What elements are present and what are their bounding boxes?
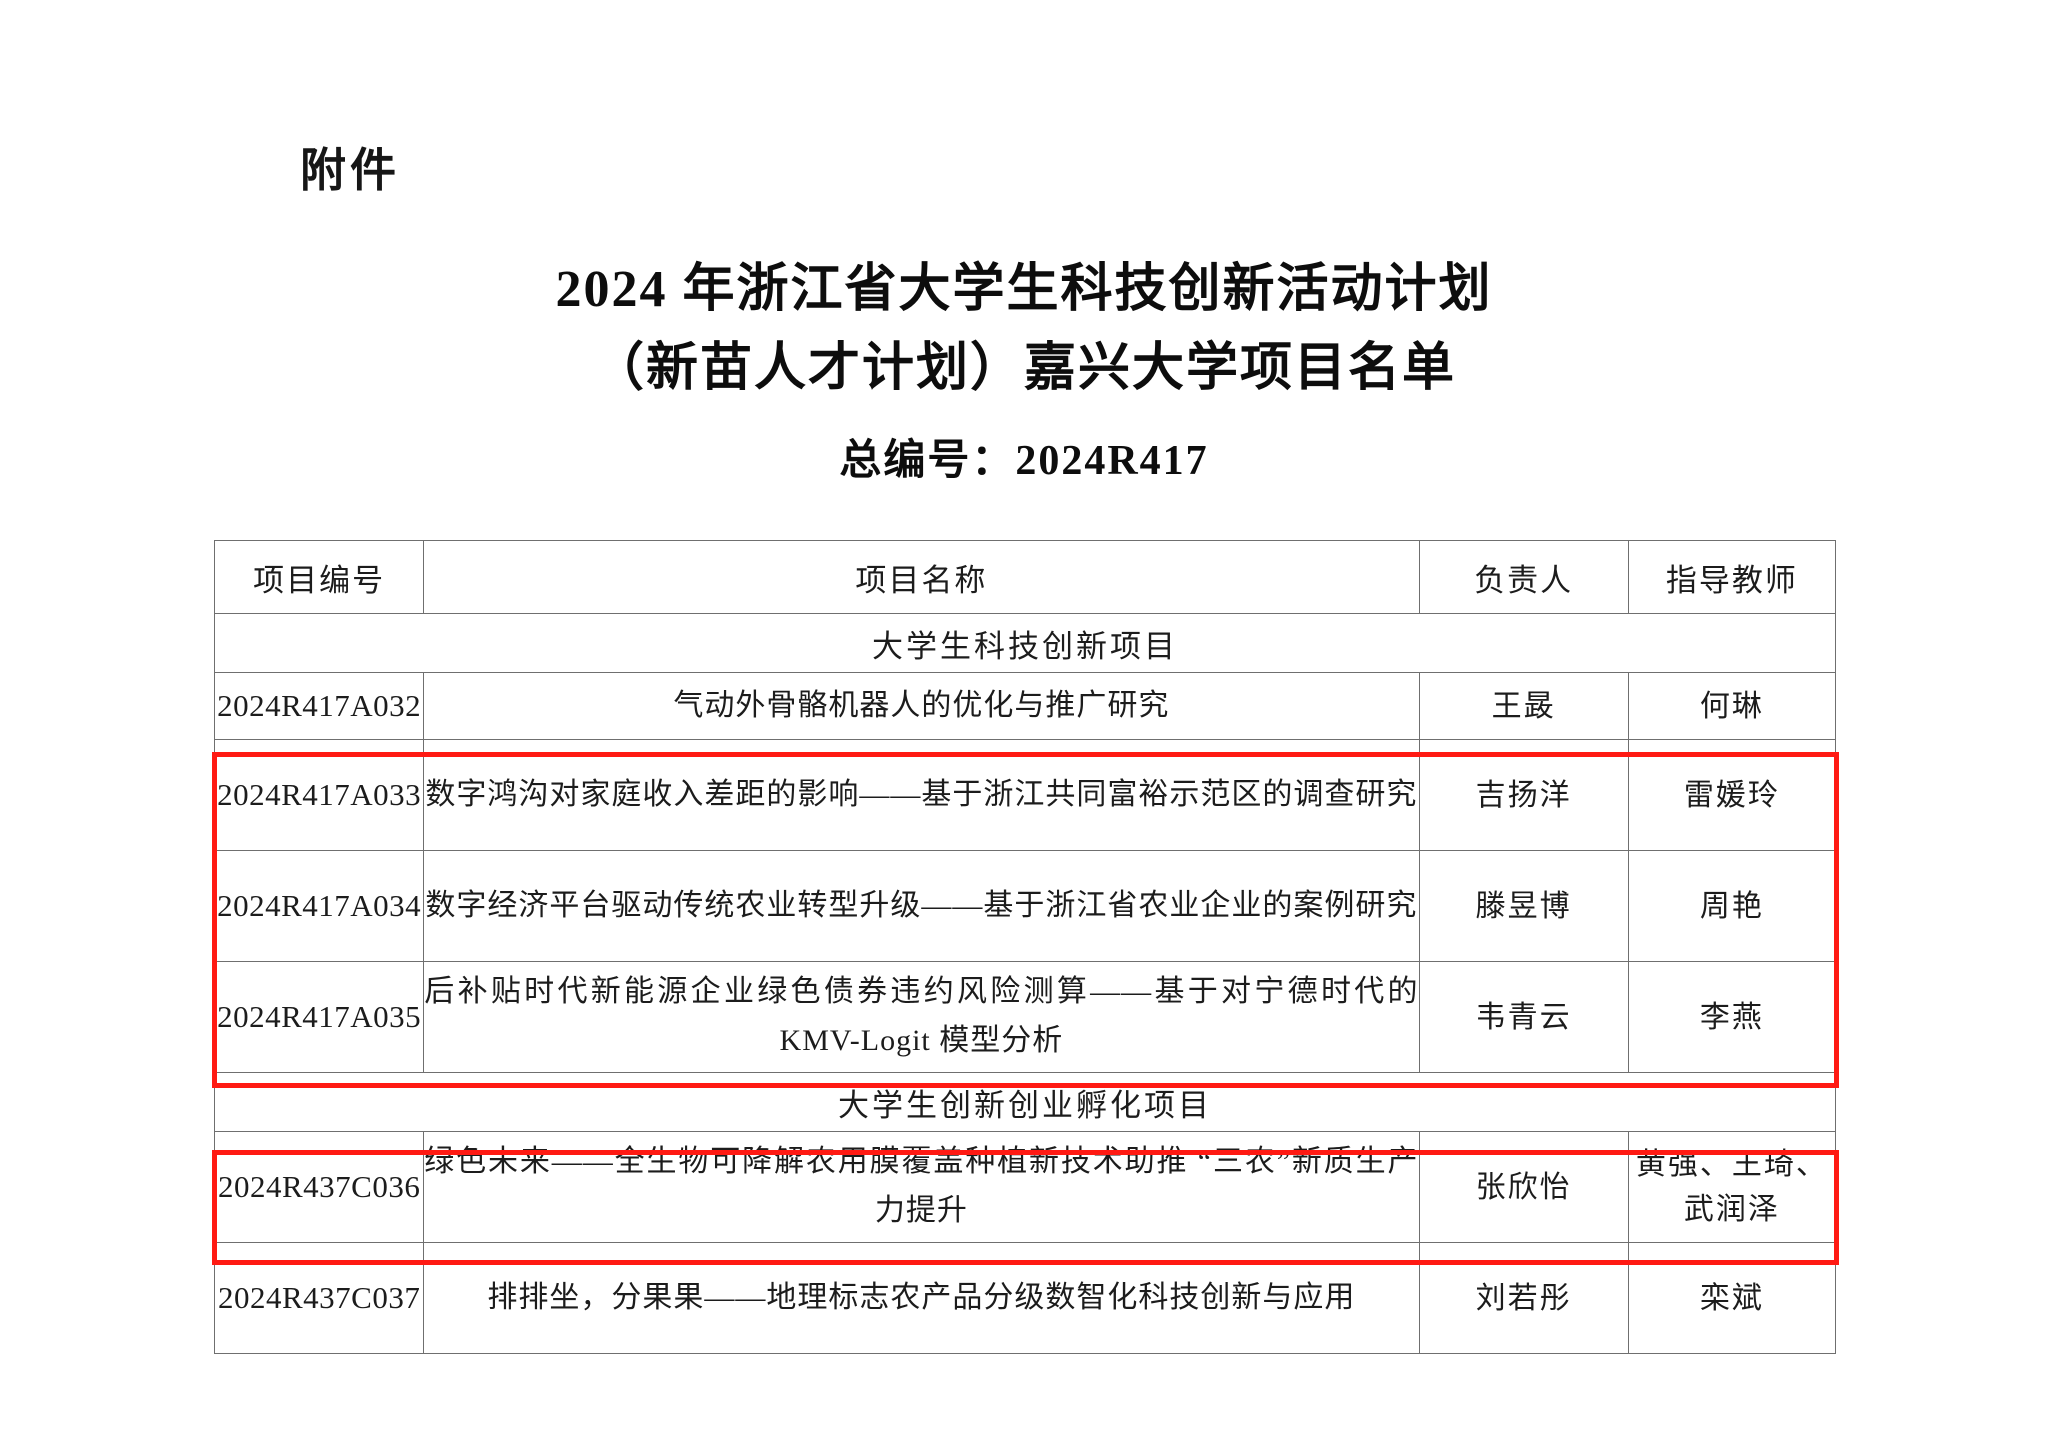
- cell-project-code: 2024R437C036: [213, 1131, 425, 1243]
- cell-leader: 吉扬洋: [1418, 739, 1629, 851]
- section-header-row: 大学生科技创新项目: [214, 613, 1836, 673]
- column-header-tutor: 指导教师: [1627, 540, 1837, 614]
- table-header: 项目编号 项目名称 负责人 指导教师: [213, 540, 1837, 614]
- section-title: 大学生科技创新项目: [214, 613, 1836, 673]
- cell-project-name-text: 排排坐，分果果——地理标志农产品分级数智化科技创新与应用: [487, 1280, 1356, 1314]
- cell-leader: 刘若彤: [1418, 1242, 1629, 1354]
- project-table-container: 项目编号 项目名称 负责人 指导教师 大学生科技创新项目 2024R417A032…: [213, 540, 1837, 1354]
- project-list-table: 项目编号 项目名称 负责人 指导教师 大学生科技创新项目 2024R417A032…: [213, 540, 1837, 1354]
- cell-project-name: 数字鸿沟对家庭收入差距的影响——基于浙江共同富裕示范区的调查研究: [423, 739, 1420, 851]
- cell-project-name-text: 数字经济平台驱动传统农业转型升级——基于浙江省农业企业的案例研究: [425, 888, 1418, 922]
- cell-leader: 韦青云: [1418, 961, 1629, 1073]
- cell-project-name: 排排坐，分果果——地理标志农产品分级数智化科技创新与应用: [423, 1242, 1420, 1354]
- table-row: 2024R437C037 排排坐，分果果——地理标志农产品分级数智化科技创新与应用…: [213, 1242, 1837, 1354]
- document-title-line-2: （新苗人才计划）嘉兴大学项目名单: [591, 340, 1456, 398]
- cell-project-code: 2024R417A034: [213, 850, 425, 962]
- table-row: 2024R417A034 数字经济平台驱动传统农业转型升级——基于浙江省农业企业的…: [213, 850, 1837, 962]
- column-header-project-name: 项目名称: [423, 540, 1420, 614]
- column-header-leader: 负责人: [1418, 540, 1629, 614]
- table-body: 大学生科技创新项目 2024R417A032 气动外骨骼机器人的优化与推广研究 王晸何…: [213, 613, 1837, 1354]
- cell-project-name-text: 绿色未来——全生物可降解农用膜覆盖种植新技术助推 “三农”新质生产力提升: [424, 1145, 1419, 1227]
- section-title: 大学生创新创业孵化项目: [214, 1072, 1836, 1132]
- table-row: 2024R417A035 后补贴时代新能源企业绿色债券违约风险测算——基于对宁德时…: [213, 961, 1837, 1073]
- cell-leader: 张欣怡: [1418, 1131, 1629, 1243]
- cell-project-name-text: 后补贴时代新能源企业绿色债券违约风险测算——基于对宁德时代的 KMV-Logit…: [424, 975, 1419, 1057]
- cell-project-name: 气动外骨骼机器人的优化与推广研究: [423, 672, 1420, 740]
- cell-project-code: 2024R417A033: [213, 739, 425, 851]
- title-block: 2024 年浙江省大学生科技创新活动计划 （新苗人才计划）嘉兴大学项目名单 总编…: [0, 250, 2048, 487]
- cell-tutor: 周艳: [1627, 850, 1837, 962]
- document-subtitle-serial-number: 总编号：2024R417: [839, 438, 1209, 485]
- cell-project-name: 后补贴时代新能源企业绿色债券违约风险测算——基于对宁德时代的 KMV-Logit…: [423, 961, 1420, 1073]
- table-row: 2024R437C036 绿色未来——全生物可降解农用膜覆盖种植新技术助推 “三农…: [213, 1131, 1837, 1243]
- cell-project-name: 数字经济平台驱动传统农业转型升级——基于浙江省农业企业的案例研究: [423, 850, 1420, 962]
- cell-project-name-text: 数字鸿沟对家庭收入差距的影响——基于浙江共同富裕示范区的调查研究: [425, 777, 1418, 811]
- table-header-row: 项目编号 项目名称 负责人 指导教师: [213, 540, 1837, 614]
- table-row: 2024R417A033 数字鸿沟对家庭收入差距的影响——基于浙江共同富裕示范区的…: [213, 739, 1837, 851]
- attachment-label: 附件: [300, 145, 400, 196]
- section-header-row: 大学生创新创业孵化项目: [214, 1072, 1836, 1132]
- document-title-line-1: 2024 年浙江省大学生科技创新活动计划: [555, 261, 1493, 318]
- cell-project-code: 2024R437C037: [213, 1242, 425, 1354]
- cell-tutor: 李燕: [1627, 961, 1837, 1073]
- cell-leader: 王晸: [1418, 672, 1629, 740]
- cell-project-name: 绿色未来——全生物可降解农用膜覆盖种植新技术助推 “三农”新质生产力提升: [423, 1131, 1420, 1243]
- column-header-project-code: 项目编号: [213, 540, 425, 614]
- cell-project-name-text: 气动外骨骼机器人的优化与推广研究: [673, 688, 1170, 722]
- cell-tutor: 黄强、王琦、武润泽: [1627, 1131, 1837, 1243]
- cell-tutor: 何琳: [1627, 672, 1837, 740]
- cell-tutor: 雷媛玲: [1627, 739, 1837, 851]
- cell-project-code: 2024R417A035: [213, 961, 425, 1073]
- cell-leader: 滕昱博: [1418, 850, 1629, 962]
- cell-project-code: 2024R417A032: [213, 672, 425, 740]
- cell-tutor: 栾斌: [1627, 1242, 1837, 1354]
- table-row: 2024R417A032 气动外骨骼机器人的优化与推广研究 王晸 何琳: [213, 672, 1837, 740]
